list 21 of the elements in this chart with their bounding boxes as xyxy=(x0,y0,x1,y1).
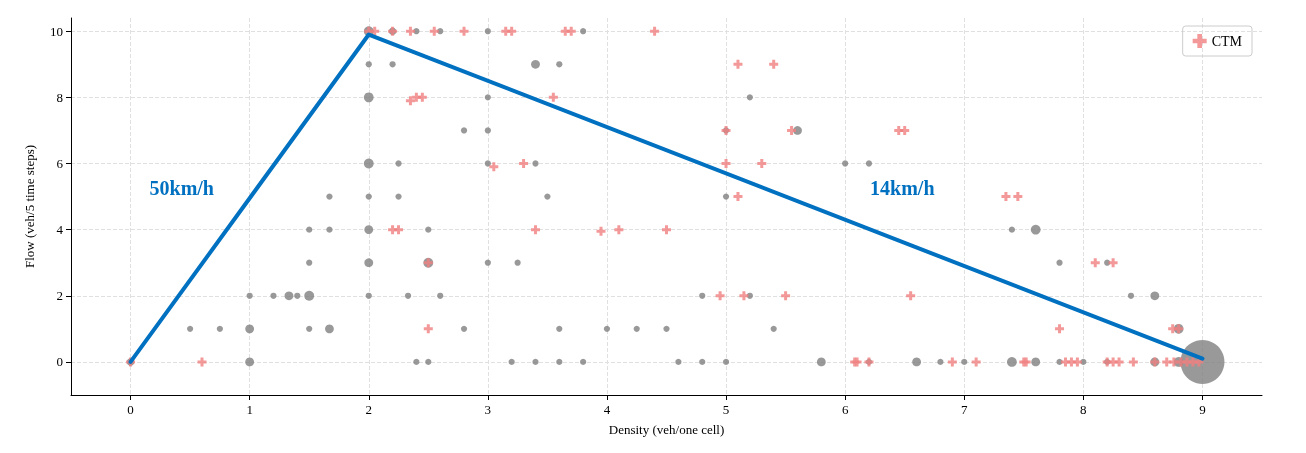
annotation: 50km/h xyxy=(149,176,214,199)
x-tick-label: 4 xyxy=(603,402,611,417)
x-tick-label: 0 xyxy=(127,402,134,417)
y-tick-label: 10 xyxy=(50,23,63,39)
x-tick-label: 5 xyxy=(722,402,730,417)
x-tick-label: 6 xyxy=(841,402,849,417)
x-tick-label: 3 xyxy=(484,402,492,417)
annotation: 14km/h xyxy=(870,176,935,199)
y-tick-label: 2 xyxy=(56,288,63,304)
legend-label: CTM xyxy=(1211,33,1243,49)
y-axis-title: Flow (veh/5 time steps) xyxy=(22,144,37,269)
y-tick-label: 0 xyxy=(56,354,63,370)
y-tick-label: 4 xyxy=(56,222,64,238)
x-tick-label: 2 xyxy=(365,402,372,417)
x-tick-label: 1 xyxy=(246,402,253,417)
x-axis-title: Density (veh/one cell) xyxy=(608,422,725,437)
y-tick-label: 6 xyxy=(56,156,64,172)
x-tick-label: 7 xyxy=(961,402,968,417)
x-tick-label: 9 xyxy=(1199,402,1206,417)
x-tick-label: 8 xyxy=(1080,402,1087,417)
y-tick-label: 8 xyxy=(56,89,63,105)
